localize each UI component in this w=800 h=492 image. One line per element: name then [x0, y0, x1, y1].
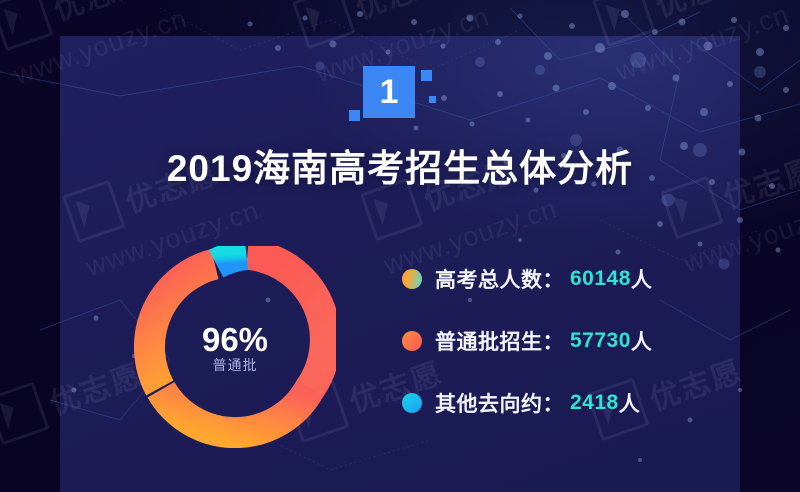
legend-label: 其他去向约：: [435, 393, 564, 416]
page-title: 2019海南高考招生总体分析: [166, 148, 634, 189]
gradient-dot-icon: [402, 269, 422, 289]
legend-value: 2418: [570, 391, 619, 414]
donut-center-label: 普通批: [212, 356, 258, 373]
gradient-dot-icon: [402, 393, 422, 413]
donut-center-percent: 96%: [201, 320, 269, 358]
section-badge: 1: [349, 66, 436, 121]
legend-unit: 人: [630, 331, 652, 354]
legend-item-other: 其他去向约： 2418 人: [402, 372, 702, 434]
decor-square-icon: [349, 110, 360, 121]
legend-label: 高考总人数：: [435, 269, 564, 292]
legend-value: 60148: [570, 267, 631, 290]
donut-chart-svg: [134, 246, 336, 448]
legend-item-total: 高考总人数： 60148 人: [402, 248, 702, 310]
donut-center-labels: 96% 普通批: [134, 246, 336, 448]
legend-item-normal-batch: 普通批招生： 57730 人: [402, 310, 702, 372]
legend-unit: 人: [618, 393, 640, 416]
gradient-dot-icon: [402, 331, 422, 351]
decor-square-icon: [429, 96, 436, 103]
chart-legend: 高考总人数： 60148 人 普通批招生： 57730 人 其他去向约： 241…: [402, 248, 702, 434]
donut-chart: 96% 普通批: [134, 246, 336, 448]
legend-label: 普通批招生：: [435, 331, 564, 354]
legend-unit: 人: [630, 269, 652, 292]
decor-square-icon: [421, 70, 432, 81]
legend-value: 57730: [570, 329, 631, 352]
section-number: 1: [363, 66, 415, 118]
